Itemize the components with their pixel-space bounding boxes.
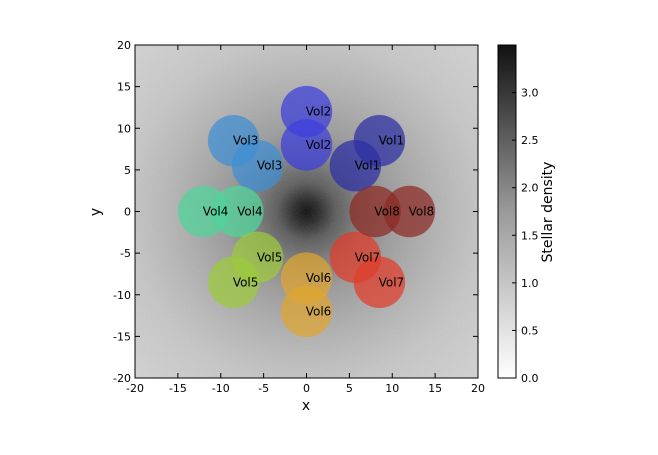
volume-vol2-label: Vol2: [306, 138, 332, 152]
volume-vol3-circle: [231, 139, 284, 192]
y-tick-label: -10: [113, 289, 131, 302]
volume-vol7-label: Vol7: [355, 250, 381, 264]
volume-vol3-label: Vol3: [257, 159, 283, 173]
x-tick-label: 10: [385, 382, 399, 395]
volume-vol5-circle: [207, 256, 260, 308]
volume-vol4-circle: [212, 185, 264, 238]
volume-vol1-label: Vol1: [379, 134, 405, 148]
x-tick-label: -5: [258, 382, 269, 395]
colorbar-label: Stellar density: [540, 162, 556, 263]
colorbar-tick-label: 1.0: [521, 277, 539, 290]
x-tick-label: -10: [212, 382, 230, 395]
y-tick-label: 5: [124, 164, 131, 177]
volume-vol2-label: Vol2: [306, 105, 332, 119]
x-axis-label: x: [302, 398, 310, 414]
volume-vol8-circle: [383, 185, 436, 238]
volume-vol7-circle: [353, 256, 406, 308]
volume-vol4-label: Vol4: [237, 205, 263, 219]
y-tick-label: 0: [124, 206, 131, 219]
x-tick-label: 15: [428, 382, 442, 395]
x-axis: -20 -15 -10 -5 0 5 10 15 20: [126, 45, 485, 395]
y-tick-label: 10: [117, 122, 131, 135]
x-tick-label: 0: [303, 382, 310, 395]
volume-vol4-label: Vol4: [203, 205, 229, 219]
x-tick-label: 5: [346, 382, 353, 395]
plot-area: Vol1 Vol1 Vol2 Vol2 Vol3 Vol3 Vol4 Vol4 Vol5 Vol5…: [134, 44, 479, 379]
volume-vol2-circle: [280, 119, 333, 171]
y-axis-label: y: [88, 208, 104, 216]
y-tick-label: -20: [113, 372, 131, 385]
colorbar-tick-label: 0.0: [521, 372, 539, 385]
volume-vol6-label: Vol6: [306, 271, 332, 285]
volume-vol1-label: Vol1: [355, 159, 381, 173]
colorbar-tick-label: 0.5: [521, 324, 539, 337]
volume-vol8-label: Vol8: [374, 205, 400, 219]
volume-vol5-label: Vol5: [233, 275, 259, 289]
x-tick-label: -20: [126, 382, 144, 395]
volume-vol5-label: Vol5: [257, 250, 283, 264]
y-tick-label: 15: [117, 81, 131, 94]
x-tick-label: -15: [169, 382, 187, 395]
y-tick-label: 20: [117, 39, 131, 52]
x-tick-label: 20: [471, 382, 485, 395]
volumes-layer: [177, 85, 436, 338]
colorbar-tick-label: 2.0: [521, 182, 539, 195]
volume-vol6-label: Vol6: [306, 304, 332, 318]
volume-vol1-circle: [329, 139, 382, 192]
volume-vol6-circle: [280, 285, 333, 338]
colorbar-ticks: 0.0 0.5 1.0 1.5 2.0 2.5 3.0: [512, 87, 539, 385]
colorbar: 0.0 0.5 1.0 1.5 2.0 2.5 3.0 Stellar density: [497, 44, 556, 385]
y-axis: -20 -15 -10 -5 0 5 10 15 20: [113, 39, 478, 385]
volume-vol3-label: Vol3: [233, 134, 259, 148]
y-tick-label: -15: [113, 330, 131, 343]
volume-vol8-label: Vol8: [409, 205, 435, 219]
colorbar-gradient: [497, 44, 517, 379]
volume-labels-layer: Vol1 Vol1 Vol2 Vol2 Vol3 Vol3 Vol4 Vol4 Vol5 Vol5…: [203, 105, 434, 319]
volume-vol7-label: Vol7: [379, 275, 405, 289]
colorbar-tick-label: 1.5: [521, 229, 539, 242]
y-tick-label: -5: [120, 247, 131, 260]
colorbar-tick-label: 2.5: [521, 134, 539, 147]
colorbar-tick-label: 3.0: [521, 87, 539, 100]
